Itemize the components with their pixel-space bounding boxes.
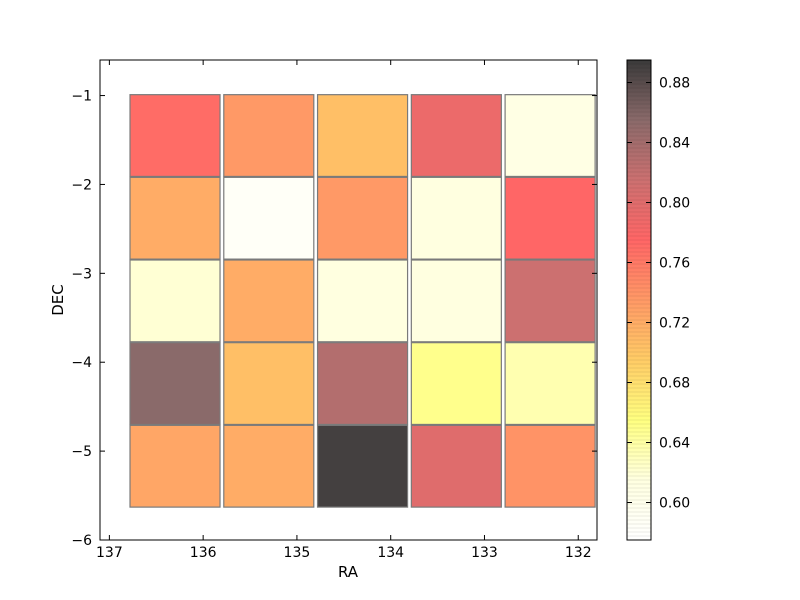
- colorbar-tick-label: 0.88: [659, 76, 690, 92]
- heatmap-cell: [316, 342, 409, 426]
- heatmap-cell: [223, 94, 315, 178]
- y-axis-ticks: −6 −5 −4 −3 −2 −1: [71, 89, 597, 549]
- heatmap-cell: [129, 342, 221, 426]
- y-tick-label: −5: [71, 444, 92, 460]
- heatmap-cell: [504, 259, 596, 343]
- heatmap-cell: [504, 176, 596, 260]
- y-tick-label: −2: [71, 177, 92, 193]
- y-tick-label: −3: [71, 266, 92, 282]
- colorbar-tick-label: 0.84: [659, 136, 690, 152]
- y-axis-label: DEC: [49, 284, 67, 316]
- colorbar-ticks: 0.60 0.64 0.68 0.72 0.76 0.80 0.84 0.88: [627, 76, 690, 512]
- heatmap-cell: [316, 424, 409, 508]
- colorbar-tick-label: 0.76: [659, 256, 690, 272]
- heatmap-cell: [129, 94, 221, 178]
- x-tick-label: 134: [377, 545, 404, 561]
- x-tick-label: 132: [565, 545, 592, 561]
- y-tick-label: −1: [71, 89, 92, 105]
- colorbar-tick-label: 0.72: [659, 316, 690, 332]
- heatmap-cell: [410, 424, 502, 508]
- x-tick-label: 135: [284, 545, 311, 561]
- y-tick-label: −4: [71, 355, 92, 371]
- heatmap-cell: [223, 259, 315, 343]
- heatmap-cell: [129, 176, 221, 260]
- x-axis-ticks: 137 136 135 134 133 132: [96, 60, 592, 561]
- cells-layer: [129, 94, 596, 508]
- plot-frame: [99, 59, 598, 541]
- heatmap-cell: [223, 342, 315, 426]
- heatmap-cell: [410, 176, 502, 260]
- heatmap-cell: [223, 176, 315, 260]
- colorbar: [626, 59, 652, 541]
- x-tick-label: 133: [471, 545, 498, 561]
- x-axis-label: RA: [338, 563, 359, 581]
- heatmap-cell: [223, 424, 315, 508]
- colorbar-tick-label: 0.60: [659, 496, 690, 512]
- heatmap-cell: [410, 342, 502, 426]
- heatmap-cell: [316, 176, 409, 260]
- heatmap-cell: [129, 424, 221, 508]
- heatmap-cell: [504, 424, 596, 508]
- heatmap-cell: [410, 259, 502, 343]
- colorbar-tick-label: 0.80: [659, 196, 690, 212]
- heatmap-cell: [316, 259, 409, 343]
- y-tick-label: −6: [71, 533, 92, 549]
- x-tick-label: 137: [96, 545, 123, 561]
- heatmap-cell: [129, 259, 221, 343]
- heatmap-cell: [410, 94, 502, 178]
- heatmap-cell: [316, 94, 409, 178]
- colorbar-tick-label: 0.64: [659, 436, 690, 452]
- colorbar-tick-label: 0.68: [659, 376, 690, 392]
- heatmap-cell: [504, 342, 596, 426]
- colorbar-stripes: [627, 63, 651, 537]
- heatmap-cell: [504, 94, 596, 178]
- x-tick-label: 136: [190, 545, 217, 561]
